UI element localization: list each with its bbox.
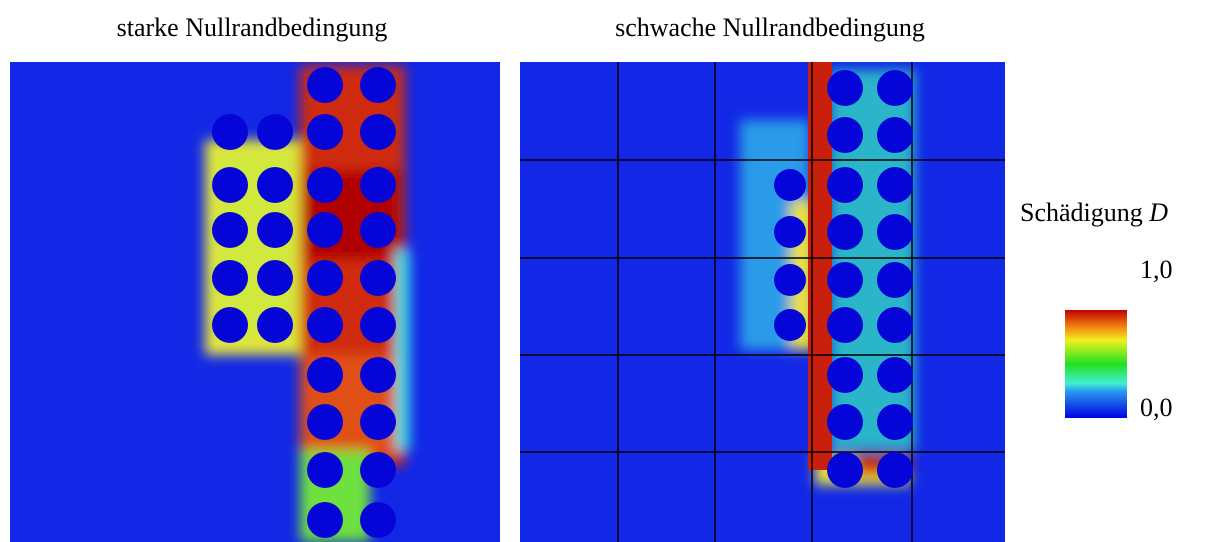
hole (877, 167, 913, 203)
hole (774, 309, 806, 341)
hole (774, 216, 806, 248)
hole (360, 307, 396, 343)
hole (360, 404, 396, 440)
hole (257, 212, 293, 248)
hole (827, 307, 863, 343)
hole (307, 502, 343, 538)
hole (877, 404, 913, 440)
hole (877, 70, 913, 106)
hole (307, 114, 343, 150)
panel-title: starke Nullrandbedingung (117, 13, 388, 42)
colorbar-title-text: Schädigung (1020, 198, 1143, 227)
hole (827, 167, 863, 203)
hole (360, 452, 396, 488)
hole (257, 114, 293, 150)
colorbar-title: Schädigung D (1020, 198, 1168, 227)
right-panel (520, 62, 1005, 542)
colorbar-variable: D (1148, 198, 1168, 227)
hole (827, 117, 863, 153)
hole (212, 212, 248, 248)
hole (307, 404, 343, 440)
hole (360, 114, 396, 150)
hole (360, 260, 396, 296)
colorbar-tick-label: 1,0 (1140, 255, 1173, 284)
hole (360, 212, 396, 248)
hole (360, 357, 396, 393)
left-panel (10, 62, 500, 542)
hole (212, 260, 248, 296)
hole (827, 70, 863, 106)
hole (212, 114, 248, 150)
hole (212, 167, 248, 203)
hole (827, 404, 863, 440)
hole (307, 212, 343, 248)
hole (877, 117, 913, 153)
hole (827, 357, 863, 393)
hole (827, 452, 863, 488)
hole (307, 357, 343, 393)
hole (877, 357, 913, 393)
hole (877, 452, 913, 488)
colorbar (1065, 310, 1127, 418)
hole (307, 307, 343, 343)
hole (307, 167, 343, 203)
hole (360, 502, 396, 538)
hole (257, 307, 293, 343)
hole (827, 214, 863, 250)
hole (307, 260, 343, 296)
element-grid (520, 62, 1005, 542)
panel-title: schwache Nullrandbedingung (615, 13, 925, 42)
hole (877, 262, 913, 298)
hole (212, 307, 248, 343)
hole (257, 167, 293, 203)
hole (257, 260, 293, 296)
hole (774, 264, 806, 296)
hole (774, 169, 806, 201)
hole (827, 262, 863, 298)
colorbar-tick-label: 0,0 (1140, 393, 1173, 422)
colorbar-ticks: 1,0 0,0 (1140, 255, 1173, 422)
hole (877, 214, 913, 250)
hole (307, 452, 343, 488)
hole (877, 307, 913, 343)
hole (307, 67, 343, 103)
hole (360, 67, 396, 103)
hole (360, 167, 396, 203)
